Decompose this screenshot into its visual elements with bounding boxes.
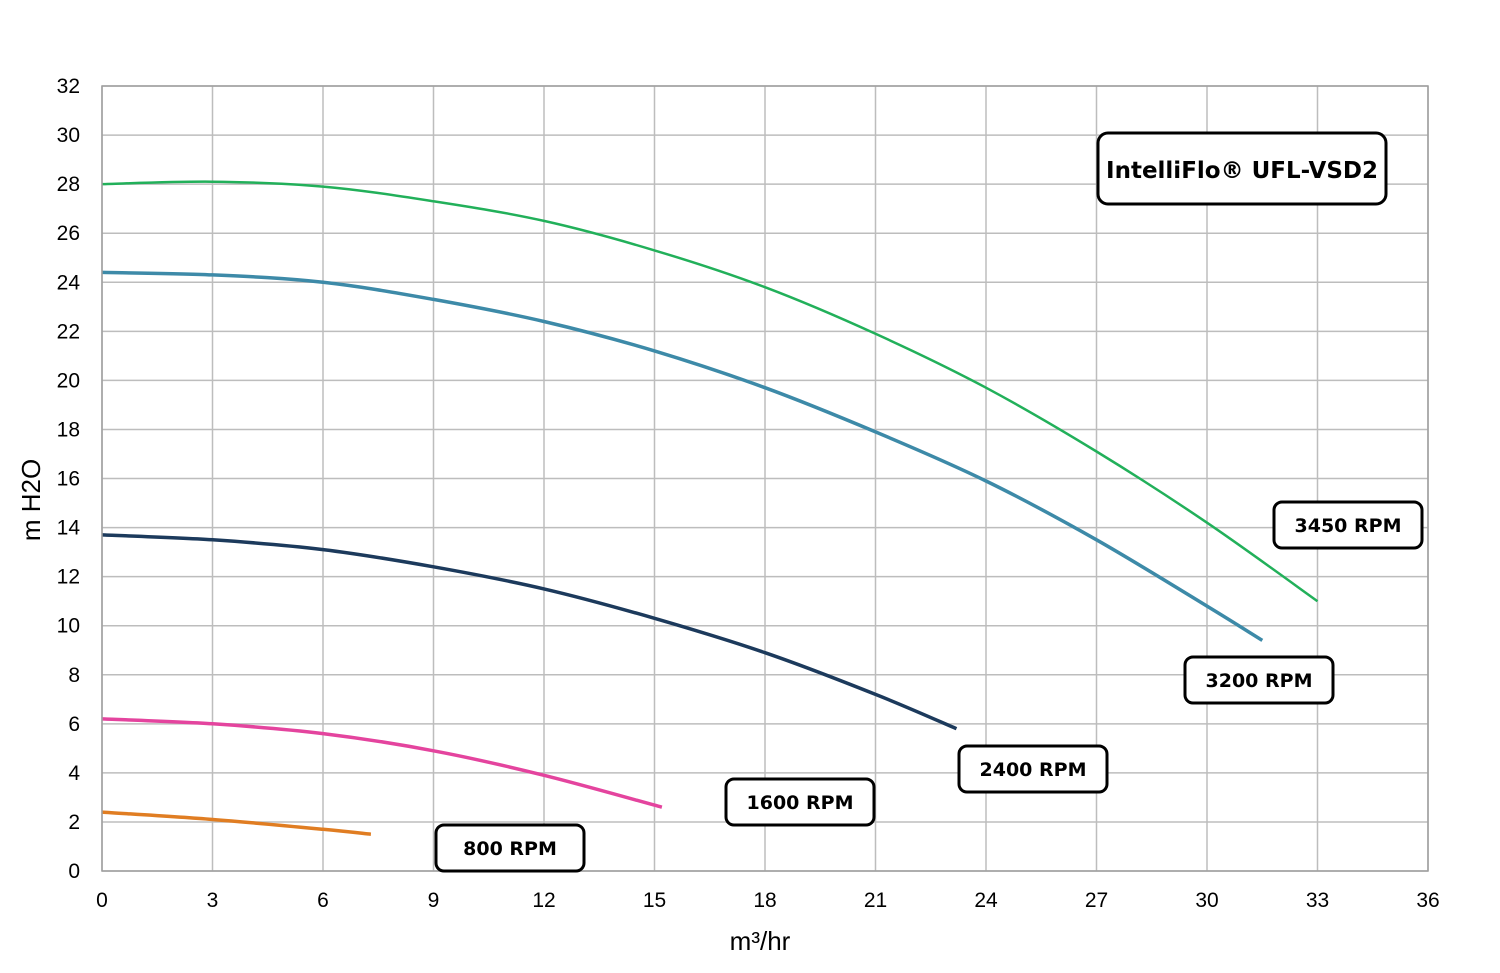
series-line-1600-rpm: [101, 717, 663, 809]
y-tick-label: 4: [68, 762, 80, 785]
series-label-text: 800 RPM: [463, 838, 557, 860]
y-tick-label: 26: [57, 222, 80, 245]
series-label-1600-rpm: 1600 RPM: [724, 777, 876, 827]
x-tick-label: 15: [643, 889, 666, 912]
y-tick-label: 24: [57, 271, 81, 294]
series-line-3200-rpm: [101, 270, 1264, 642]
tick-labels: 0 3 6 9 12 15 18 21 24 27 30 33 36024681012141618202…: [57, 75, 1440, 912]
series-lines: [101, 180, 1319, 836]
series-label-3450-rpm: 3450 RPM: [1272, 500, 1424, 550]
x-tick-label: 24: [974, 889, 998, 912]
series-label-text: 3450 RPM: [1295, 515, 1402, 537]
y-tick-label: 8: [68, 664, 80, 687]
series-label-text: 3200 RPM: [1206, 670, 1313, 692]
y-tick-label: 32: [57, 75, 80, 98]
y-tick-label: 22: [57, 320, 80, 343]
y-tick-label: 10: [57, 615, 80, 638]
series-line-3450-rpm: [101, 180, 1319, 603]
series-label-text: 2400 RPM: [980, 759, 1087, 781]
x-tick-label: 27: [1085, 889, 1108, 912]
y-tick-label: 28: [57, 173, 80, 196]
x-tick-label: 3: [207, 889, 219, 912]
x-tick-label: 21: [864, 889, 887, 912]
x-tick-label: 18: [753, 889, 776, 912]
title-box: IntelliFlo® UFL-VSD2: [1096, 131, 1388, 206]
series-label-3200-rpm: 3200 RPM: [1183, 655, 1335, 705]
plot-frame: [101, 85, 1429, 872]
y-axis-title: m H2O: [16, 459, 46, 541]
y-tick-label: 18: [57, 418, 80, 441]
y-tick-label: 0: [68, 860, 80, 883]
y-tick-label: 20: [57, 369, 80, 392]
series-labels: 3450 RPM 3200 RPM 2400 RPM 1600 RPM 800 RPM: [434, 500, 1424, 873]
x-axis-title: m³/hr: [730, 926, 791, 956]
y-tick-label: 14: [57, 517, 81, 540]
chart-title: IntelliFlo® UFL-VSD2: [1106, 158, 1378, 184]
x-tick-label: 30: [1195, 889, 1218, 912]
series-line-2400-rpm: [101, 533, 958, 731]
x-tick-label: 12: [532, 889, 555, 912]
y-tick-label: 30: [57, 124, 80, 147]
x-tick-label: 0: [96, 889, 108, 912]
y-tick-label: 16: [57, 468, 80, 491]
y-tick-label: 12: [57, 566, 80, 589]
y-tick-label: 2: [68, 811, 80, 834]
series-line-800-rpm: [101, 810, 372, 836]
series-label-text: 1600 RPM: [747, 792, 854, 814]
x-tick-label: 9: [428, 889, 440, 912]
x-tick-label: 33: [1306, 889, 1329, 912]
x-tick-label: 36: [1416, 889, 1439, 912]
x-tick-label: 6: [317, 889, 329, 912]
series-label-2400-rpm: 2400 RPM: [957, 744, 1109, 794]
series-label-800-rpm: 800 RPM: [434, 823, 586, 873]
y-tick-label: 6: [68, 713, 80, 736]
